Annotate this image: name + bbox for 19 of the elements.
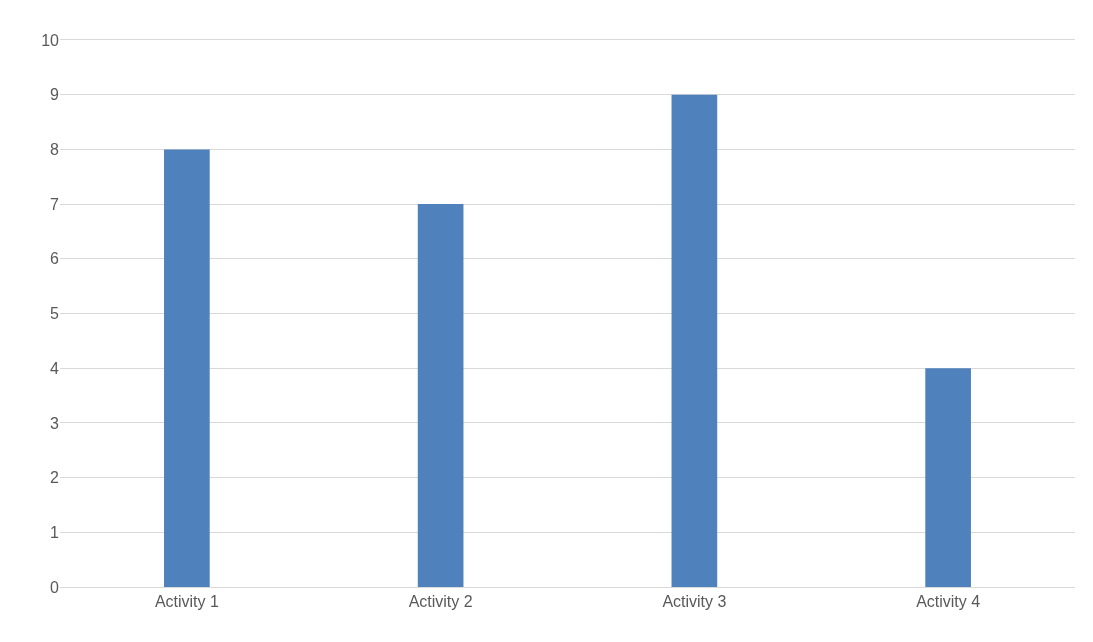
y-tick-label: 8 <box>50 141 60 158</box>
x-tick-label: Activity 1 <box>154 593 219 611</box>
y-tick-label: 9 <box>50 86 60 104</box>
y-tick-label: 2 <box>50 469 60 487</box>
y-tick-label: 1 <box>50 523 60 541</box>
bar <box>925 368 971 587</box>
y-tick-label: 6 <box>50 250 60 268</box>
bar <box>671 94 718 587</box>
y-tick-label: 7 <box>50 195 60 213</box>
x-tick-label: Activity 2 <box>408 593 473 611</box>
y-tick-label: 5 <box>50 305 60 323</box>
x-tick-label: Activity 3 <box>662 593 727 611</box>
y-tick-label: 4 <box>50 359 60 377</box>
bar <box>417 204 464 587</box>
y-tick-label: 0 <box>50 578 60 596</box>
bar <box>164 149 210 587</box>
x-tick-label: Activity 4 <box>916 593 981 611</box>
y-tick-label: 3 <box>50 414 60 432</box>
y-tick-label: 10 <box>41 31 60 49</box>
